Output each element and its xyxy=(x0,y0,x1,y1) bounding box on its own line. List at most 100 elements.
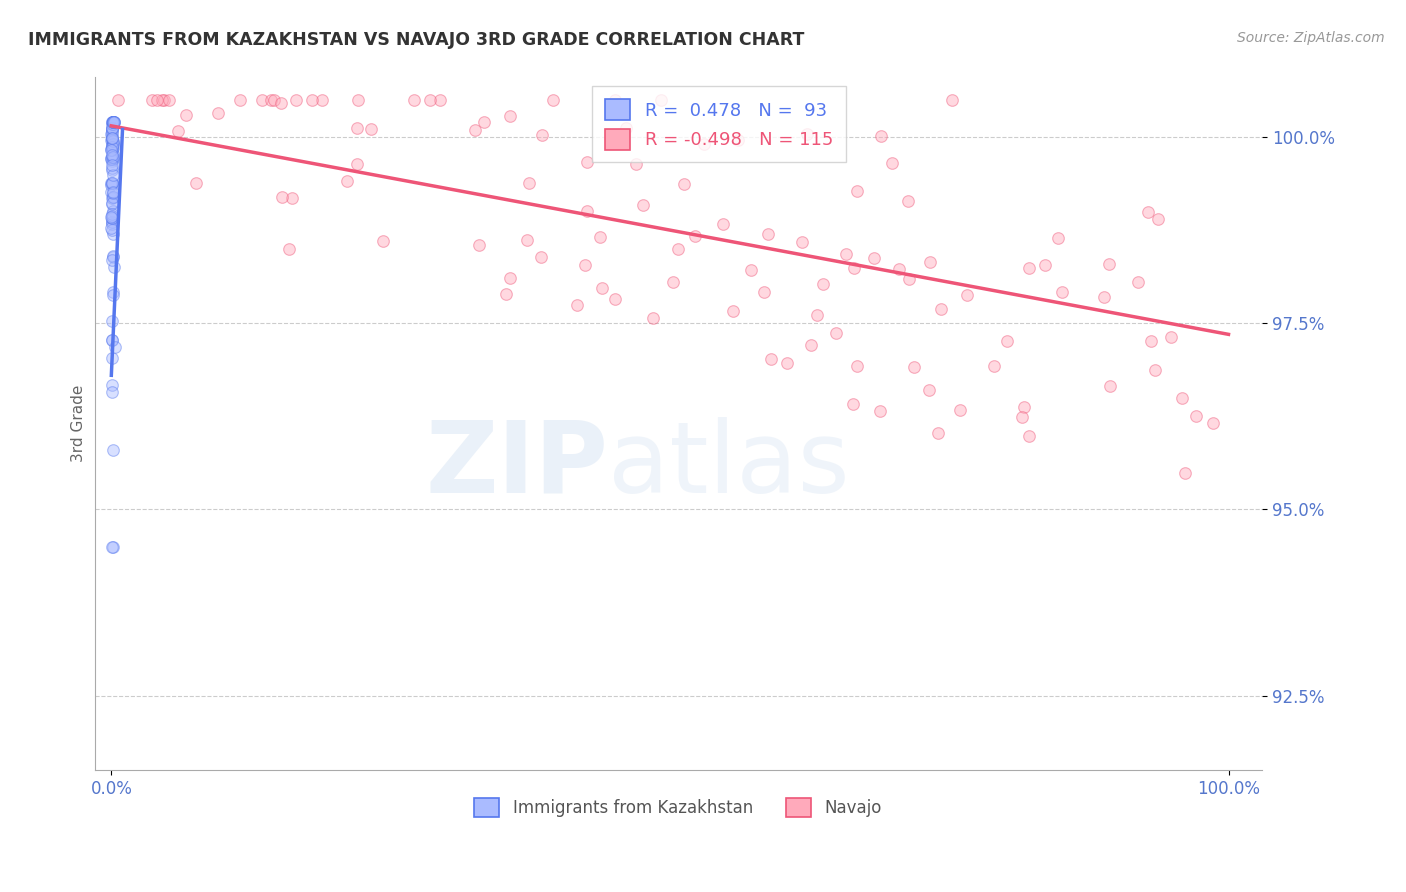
Point xyxy=(662,275,685,289)
Point xyxy=(101,378,124,392)
Point xyxy=(101,211,124,225)
Point xyxy=(1035,258,1057,272)
Point xyxy=(271,190,294,204)
Point xyxy=(100,115,122,129)
Point xyxy=(100,196,122,211)
Point xyxy=(1140,334,1163,348)
Point xyxy=(589,230,612,244)
Point xyxy=(474,115,496,129)
Point xyxy=(776,356,799,370)
Point xyxy=(100,152,122,166)
Point xyxy=(1046,231,1069,245)
Point xyxy=(103,115,125,129)
Point xyxy=(419,93,441,107)
Point xyxy=(103,540,125,554)
Point xyxy=(1173,467,1195,481)
Point xyxy=(100,122,122,136)
Point xyxy=(464,123,486,137)
Point xyxy=(150,93,173,107)
Point xyxy=(956,288,979,302)
Point xyxy=(835,247,858,261)
Point xyxy=(100,138,122,153)
Point xyxy=(101,158,124,172)
Point xyxy=(517,176,540,190)
Point xyxy=(101,131,124,145)
Point xyxy=(146,93,169,107)
Point xyxy=(605,293,627,307)
Point xyxy=(1143,363,1166,377)
Point xyxy=(790,235,813,249)
Point xyxy=(862,252,884,266)
Point xyxy=(591,281,613,295)
Point xyxy=(100,209,122,223)
Point xyxy=(825,326,848,341)
Text: Source: ZipAtlas.com: Source: ZipAtlas.com xyxy=(1237,31,1385,45)
Point xyxy=(100,143,122,157)
Point xyxy=(141,93,163,107)
Point xyxy=(347,93,370,107)
Point xyxy=(101,334,124,348)
Point xyxy=(1050,285,1073,299)
Point xyxy=(842,260,865,275)
Point xyxy=(184,176,207,190)
Point xyxy=(103,153,125,167)
Point xyxy=(101,227,124,241)
Point xyxy=(101,176,124,190)
Point xyxy=(941,93,963,107)
Point xyxy=(1185,409,1208,423)
Point xyxy=(336,174,359,188)
Point xyxy=(101,137,124,152)
Point xyxy=(1137,205,1160,219)
Point xyxy=(346,156,368,170)
Point xyxy=(101,142,124,156)
Point xyxy=(101,115,124,129)
Point xyxy=(100,223,122,237)
Point xyxy=(371,234,394,248)
Point xyxy=(101,168,124,182)
Point xyxy=(100,162,122,177)
Point xyxy=(100,211,122,225)
Point xyxy=(499,270,522,285)
Point xyxy=(107,93,129,107)
Point xyxy=(103,115,125,129)
Point xyxy=(101,189,124,203)
Point xyxy=(101,115,124,129)
Point xyxy=(903,359,925,374)
Point xyxy=(100,152,122,166)
Point xyxy=(800,338,823,352)
Text: ZIP: ZIP xyxy=(426,417,609,514)
Point xyxy=(931,302,953,317)
Point xyxy=(101,314,124,328)
Point xyxy=(101,196,124,211)
Point xyxy=(402,93,425,107)
Point xyxy=(229,93,252,107)
Point xyxy=(530,250,553,264)
Point xyxy=(101,176,124,190)
Point xyxy=(103,260,125,274)
Point xyxy=(157,93,180,107)
Point xyxy=(429,93,451,107)
Point xyxy=(101,137,124,152)
Point xyxy=(575,204,598,219)
Point xyxy=(806,308,828,322)
Point xyxy=(101,540,124,554)
Point xyxy=(920,254,942,268)
Point xyxy=(101,191,124,205)
Point xyxy=(842,397,865,411)
Point xyxy=(605,93,627,107)
Point xyxy=(100,142,122,156)
Point xyxy=(103,115,125,129)
Point xyxy=(846,359,869,373)
Point xyxy=(927,426,949,441)
Point xyxy=(270,95,292,110)
Point xyxy=(167,124,190,138)
Point xyxy=(100,185,122,199)
Point xyxy=(101,215,124,229)
Point xyxy=(727,133,749,147)
Point xyxy=(101,285,124,300)
Point xyxy=(176,108,198,122)
Point xyxy=(565,298,588,312)
Point xyxy=(1098,379,1121,393)
Point xyxy=(752,285,775,300)
Point xyxy=(346,121,368,136)
